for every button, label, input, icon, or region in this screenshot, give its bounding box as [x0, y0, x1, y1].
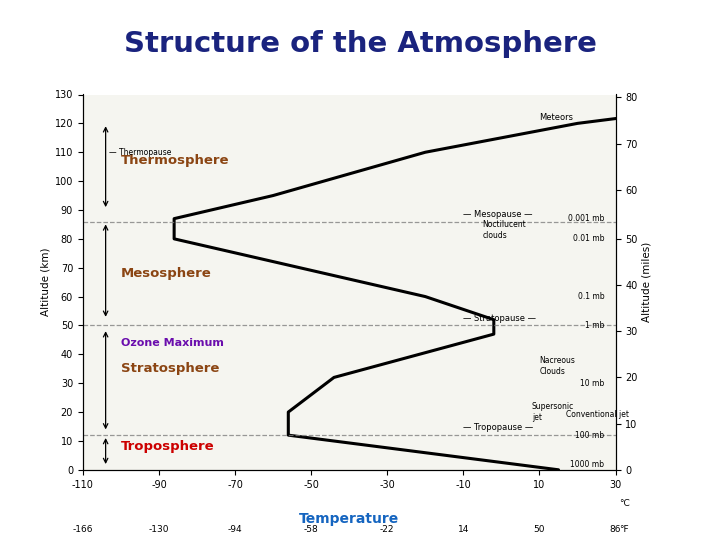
Text: 0.01 mb: 0.01 mb: [572, 234, 604, 244]
Text: 86: 86: [610, 525, 621, 534]
Text: -58: -58: [304, 525, 318, 534]
Text: — Tropopause —: — Tropopause —: [464, 423, 534, 432]
Y-axis label: Altitude (km): Altitude (km): [40, 248, 50, 316]
Text: Mesosphere: Mesosphere: [121, 267, 212, 280]
Text: Ozone Maximum: Ozone Maximum: [121, 338, 224, 348]
Text: Nacreous
Clouds: Nacreous Clouds: [539, 356, 575, 376]
Text: 50: 50: [534, 525, 545, 534]
Text: -94: -94: [228, 525, 243, 534]
Text: °F: °F: [619, 525, 629, 534]
Text: Troposphere: Troposphere: [121, 440, 215, 453]
Text: Supersonic
jet: Supersonic jet: [532, 402, 574, 422]
Text: Structure of the Atmosphere: Structure of the Atmosphere: [124, 30, 596, 58]
Text: -130: -130: [148, 525, 169, 534]
Text: 1 mb: 1 mb: [585, 321, 604, 330]
Text: Noctilucent
clouds: Noctilucent clouds: [482, 220, 526, 240]
Text: Temperature: Temperature: [299, 512, 400, 526]
Text: 100 mb: 100 mb: [575, 431, 604, 440]
Text: — Thermopause: — Thermopause: [109, 148, 172, 157]
Text: — Mesopause —: — Mesopause —: [464, 210, 533, 219]
Text: -166: -166: [73, 525, 93, 534]
Text: Stratosphere: Stratosphere: [121, 362, 219, 375]
Text: 1000 mb: 1000 mb: [570, 460, 604, 469]
Text: Conventional jet: Conventional jet: [566, 410, 629, 420]
Text: -22: -22: [380, 525, 395, 534]
Text: 0.001 mb: 0.001 mb: [568, 214, 604, 223]
Text: °C: °C: [619, 498, 630, 508]
Y-axis label: Altitude (miles): Altitude (miles): [642, 242, 652, 322]
Text: 0.1 mb: 0.1 mb: [577, 292, 604, 301]
Text: — Stratopause —: — Stratopause —: [464, 314, 536, 322]
Text: 14: 14: [458, 525, 469, 534]
Text: 10 mb: 10 mb: [580, 379, 604, 388]
Text: Thermosphere: Thermosphere: [121, 154, 230, 167]
Text: Meteors: Meteors: [539, 113, 574, 122]
